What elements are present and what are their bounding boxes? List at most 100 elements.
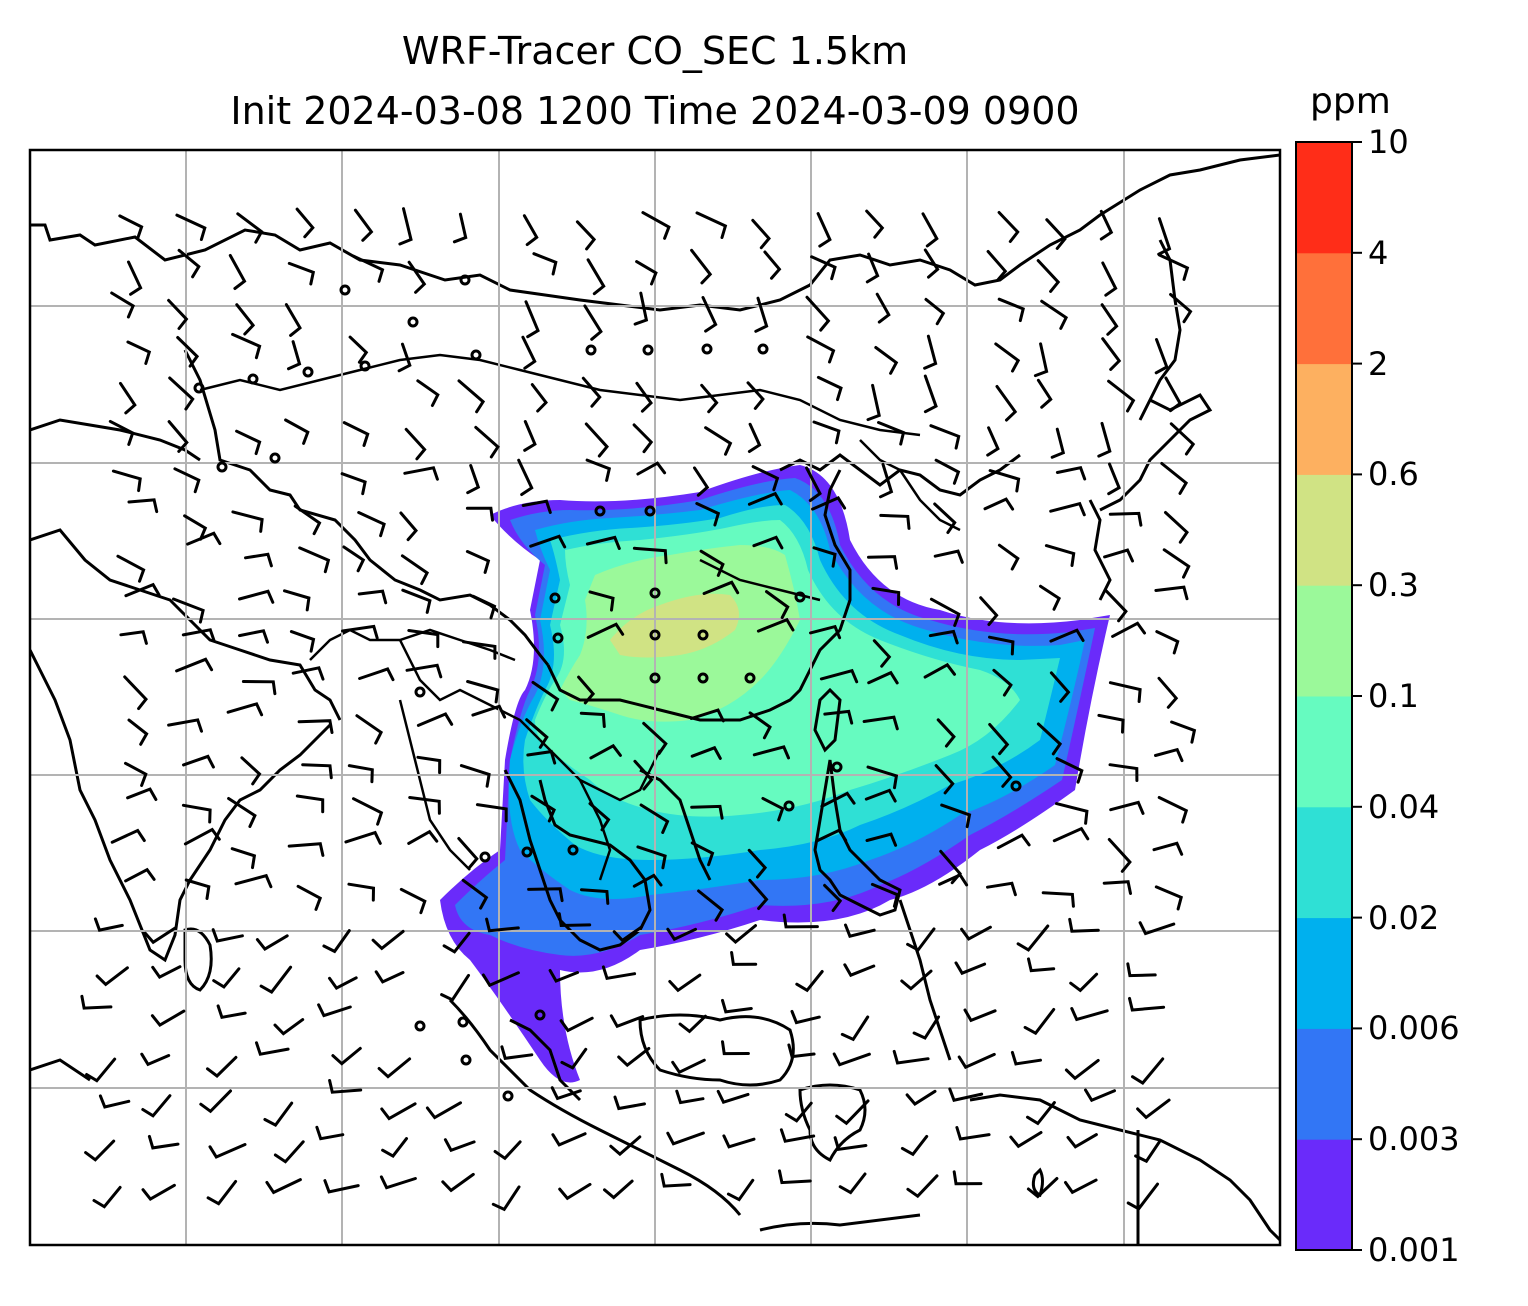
wind-barb — [206, 1180, 238, 1206]
wind-barb — [287, 340, 302, 371]
wind-barb — [255, 934, 289, 951]
wind-barb — [234, 873, 273, 889]
wind-barb — [523, 420, 537, 452]
wind-barb — [872, 639, 892, 668]
wind-barb — [1103, 548, 1134, 563]
wind-barb — [815, 828, 848, 843]
wind-barb — [955, 1126, 991, 1141]
wind-barb — [560, 1047, 588, 1070]
wind-barb — [721, 998, 753, 1014]
wind-barb — [988, 635, 1015, 656]
wind-barb — [481, 971, 520, 988]
wind-barb — [929, 424, 961, 450]
wind-barb — [206, 1055, 238, 1078]
wind-barb — [699, 549, 725, 577]
wind-barb — [527, 887, 564, 903]
wind-barb — [236, 212, 264, 244]
wind-barb — [284, 303, 302, 337]
wind-barb — [1050, 427, 1066, 459]
wind-barb — [585, 458, 612, 482]
wind-barb — [425, 1101, 462, 1120]
wind-barb — [746, 381, 765, 410]
wind-barb — [108, 419, 135, 446]
wind-barb — [844, 923, 876, 938]
wind-barb — [948, 1087, 984, 1102]
wind-barb — [812, 546, 837, 568]
wind-barb — [936, 718, 956, 748]
wind-barb-calm — [534, 1009, 546, 1021]
wind-barb — [380, 1102, 417, 1121]
wind-barb — [779, 1128, 816, 1143]
wind-barb — [812, 420, 841, 445]
wind-barb — [906, 927, 936, 952]
wind-barb — [98, 1094, 131, 1109]
wind-barb — [612, 925, 643, 943]
wind-barb-calm — [757, 343, 769, 355]
wind-barb — [1070, 1007, 1109, 1022]
wind-barb — [609, 1014, 645, 1029]
wind-barb — [1036, 722, 1063, 756]
wind-barb — [404, 427, 427, 461]
wind-barb — [240, 756, 262, 786]
wind-barb — [763, 250, 782, 280]
wind-barb — [1045, 218, 1067, 250]
wind-barb — [690, 248, 713, 285]
wind-barb — [666, 927, 697, 942]
wind-barb — [401, 588, 432, 614]
wind-barb — [416, 712, 454, 727]
wind-barb — [986, 426, 1000, 457]
wind-barb-calm — [414, 1020, 426, 1032]
wind-barb — [1100, 303, 1119, 336]
wind-barb — [175, 213, 207, 241]
wind-barb — [235, 429, 262, 456]
wind-barb-calm — [697, 672, 709, 684]
wind-barb — [353, 208, 374, 242]
wind-barb — [988, 469, 1021, 493]
wind-barb — [716, 1089, 750, 1105]
colorbar-tick-label: 0.02 — [1368, 898, 1440, 937]
wind-barb — [1040, 299, 1069, 330]
wind-barb — [988, 723, 1010, 756]
wind-barb — [238, 629, 269, 644]
wind-barb — [347, 882, 376, 902]
colorbar-segment — [1296, 1139, 1352, 1251]
wind-barb — [342, 545, 366, 573]
wind-barb — [151, 965, 182, 980]
wind-barb — [1027, 957, 1056, 973]
wind-barb — [452, 212, 468, 244]
wind-barb — [1064, 1058, 1100, 1081]
wind-barb — [997, 543, 1020, 571]
wind-barb — [84, 1139, 116, 1162]
wind-barb — [933, 502, 957, 534]
wind-barb — [892, 1049, 930, 1065]
wind-barb — [678, 1014, 707, 1034]
wind-barb — [871, 586, 901, 606]
wind-barb-calm — [470, 349, 482, 361]
wind-barb — [377, 1057, 412, 1079]
wind-barb — [1157, 217, 1172, 256]
wind-barb — [124, 582, 161, 598]
wind-barb — [1066, 1133, 1098, 1149]
wind-barb — [466, 680, 500, 704]
wind-barb — [636, 461, 667, 476]
wind-barb — [983, 497, 1015, 511]
wind-barb-calm — [457, 1016, 469, 1028]
wind-barb — [752, 535, 784, 550]
wind-barb — [150, 1009, 186, 1028]
wind-barb — [126, 340, 152, 365]
wind-barb — [141, 1094, 172, 1118]
wind-barb — [485, 917, 520, 933]
colorbar-tick-label: 0.04 — [1368, 787, 1440, 826]
wind-barb — [181, 628, 216, 643]
wind-barb — [675, 1089, 705, 1105]
wind-barb — [295, 794, 325, 814]
wind-barb — [879, 513, 911, 530]
wind-barb — [613, 1095, 646, 1111]
colorbar-unit-label: ppm — [1310, 81, 1391, 122]
map-title-line2: Init 2024-03-08 1200 Time 2024-03-09 090… — [230, 89, 1080, 133]
wind-barb — [1134, 1140, 1161, 1164]
wind-barb — [110, 291, 135, 319]
colorbar-segment — [1296, 696, 1352, 808]
wind-barb — [457, 837, 479, 870]
